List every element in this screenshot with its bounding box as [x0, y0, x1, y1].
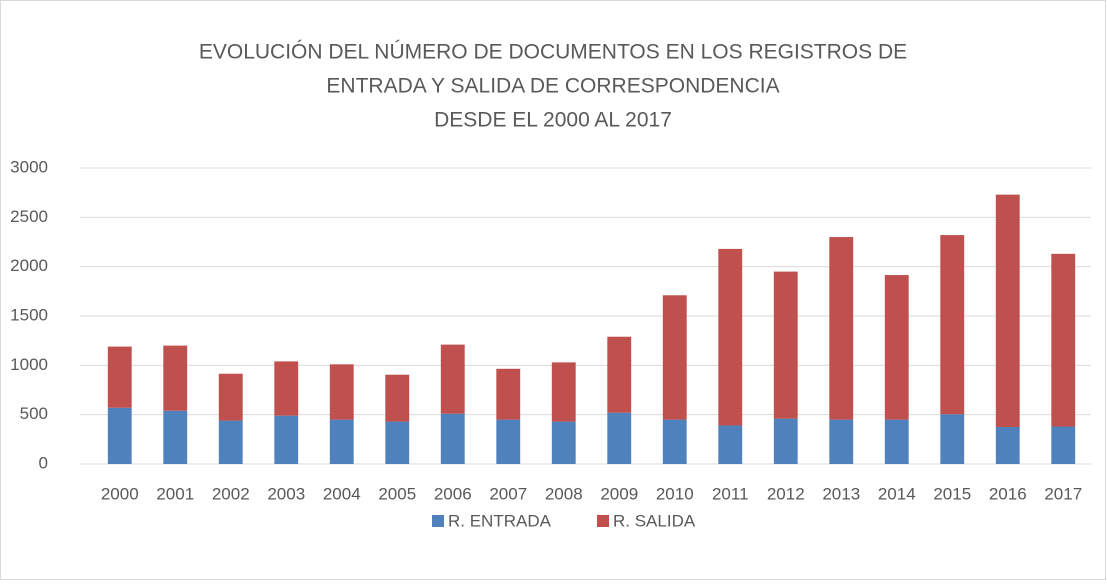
bar-segment — [107, 346, 132, 408]
bar-segment — [662, 295, 687, 420]
bar-segment — [607, 336, 632, 413]
bar-segment — [773, 271, 798, 419]
y-tick-label: 1500 — [10, 305, 48, 324]
x-tick-label: 2012 — [767, 484, 805, 503]
bar-segment — [496, 368, 521, 420]
bar-segment — [940, 414, 965, 464]
bar-segment — [607, 412, 632, 464]
bar-segment — [107, 407, 132, 464]
bar-segment — [829, 237, 854, 420]
chart-title: DESDE EL 2000 AL 2017 — [434, 109, 672, 132]
bar-segment — [773, 418, 798, 464]
x-tick-label: 2006 — [434, 484, 472, 503]
chart-title: ENTRADA Y SALIDA DE CORRESPONDENCIA — [326, 75, 779, 98]
bar-segment — [218, 420, 243, 464]
bar-segment — [385, 374, 410, 422]
x-tick-label: 2009 — [600, 484, 638, 503]
x-tick-label: 2003 — [267, 484, 305, 503]
bar-segment — [551, 421, 576, 464]
bar-segment — [718, 425, 743, 464]
bar-segment — [829, 419, 854, 464]
y-tick-label: 500 — [20, 404, 48, 423]
bar-segment — [551, 362, 576, 422]
bar-segment — [884, 419, 909, 464]
legend-swatch — [597, 515, 609, 527]
x-tick-label: 2001 — [156, 484, 194, 503]
bar-segment — [163, 410, 188, 464]
x-tick-label: 2004 — [323, 484, 361, 503]
bar-segment — [218, 373, 243, 421]
bar-segment — [1051, 426, 1076, 464]
chart-title: EVOLUCIÓN DEL NÚMERO DE DOCUMENTOS EN LO… — [199, 41, 907, 64]
x-tick-label: 2002 — [212, 484, 250, 503]
x-tick-label: 2016 — [989, 484, 1027, 503]
bar-segment — [940, 235, 965, 415]
bar-segment — [662, 419, 687, 464]
x-tick-label: 2015 — [933, 484, 971, 503]
bar-segment — [329, 364, 354, 420]
bar-segment — [440, 344, 465, 414]
bar-segment — [995, 427, 1020, 464]
x-tick-label: 2008 — [545, 484, 583, 503]
bar-segment — [884, 275, 909, 420]
y-tick-label: 1000 — [10, 355, 48, 374]
bar-segment — [385, 421, 410, 464]
legend-label: R. SALIDA — [613, 511, 696, 530]
bar-segment — [163, 345, 188, 411]
bar-segment — [718, 248, 743, 426]
legend-swatch — [432, 515, 444, 527]
x-tick-label: 2017 — [1044, 484, 1082, 503]
bar-segment — [496, 419, 521, 464]
y-tick-label: 0 — [39, 453, 48, 472]
bar-segment — [440, 413, 465, 464]
legend-label: R. ENTRADA — [448, 511, 552, 530]
x-tick-label: 2007 — [489, 484, 527, 503]
bar-segment — [329, 419, 354, 464]
bar-segment — [995, 194, 1020, 427]
x-tick-label: 2011 — [712, 484, 749, 503]
x-tick-label: 2000 — [101, 484, 139, 503]
bar-segment — [274, 415, 299, 464]
x-tick-label: 2005 — [378, 484, 416, 503]
y-tick-label: 3000 — [10, 157, 48, 176]
bar-segment — [274, 361, 299, 416]
bar-segment — [1051, 253, 1076, 427]
y-tick-label: 2000 — [10, 256, 48, 275]
x-tick-label: 2010 — [656, 484, 694, 503]
y-tick-label: 2500 — [10, 207, 48, 226]
x-tick-label: 2014 — [878, 484, 916, 503]
x-tick-label: 2013 — [822, 484, 860, 503]
